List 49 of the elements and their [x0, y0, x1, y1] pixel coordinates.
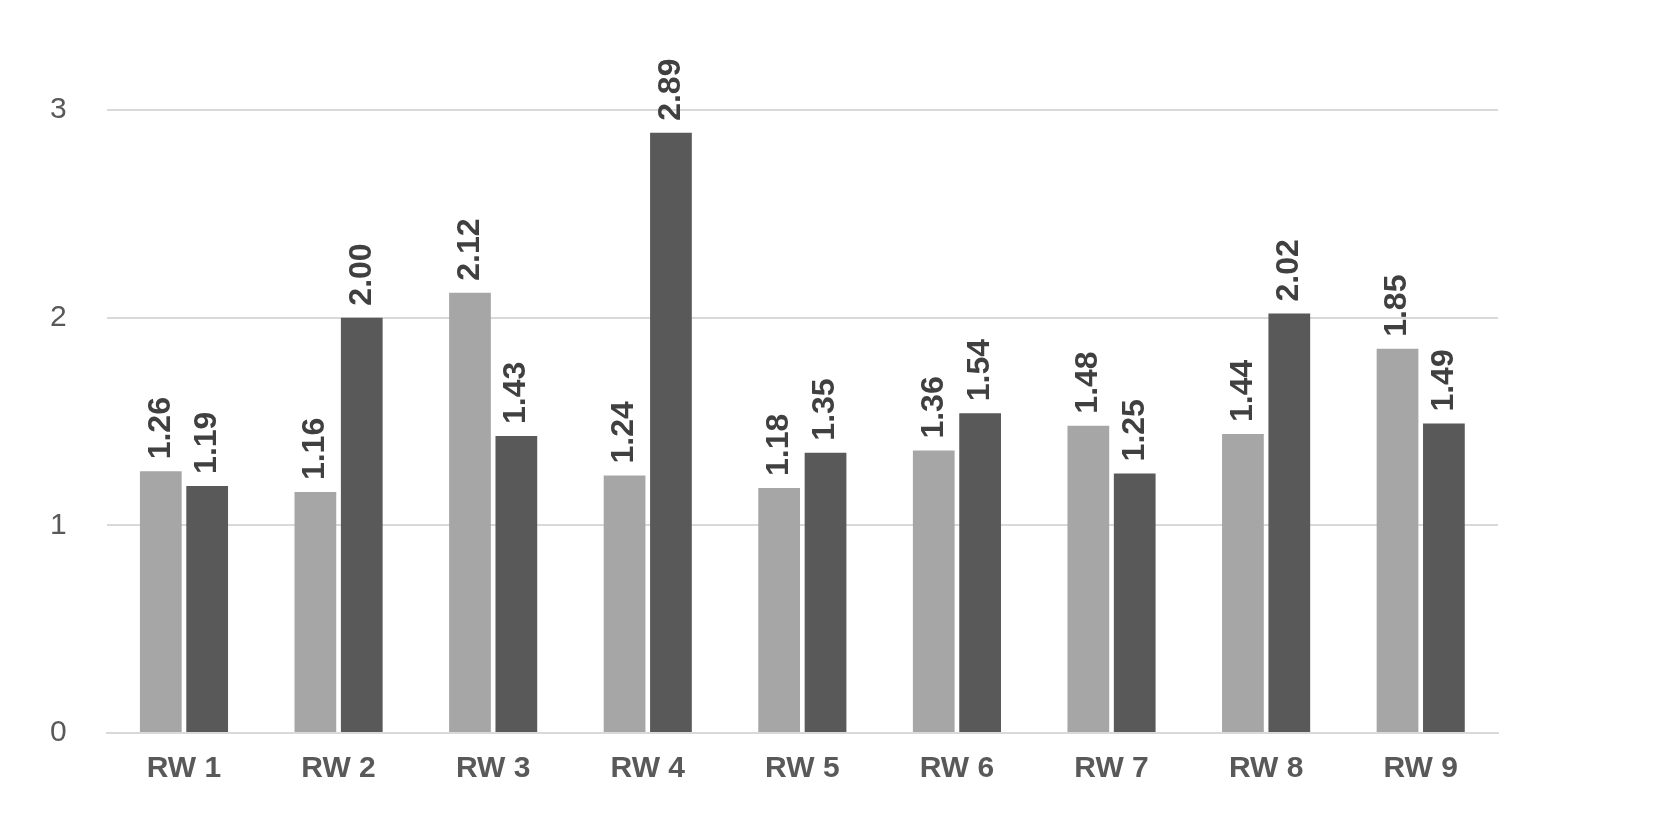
- bar: [804, 452, 847, 732]
- bar: [959, 413, 1001, 732]
- x-tick-label: RW 1: [146, 750, 222, 784]
- bar: [650, 132, 692, 732]
- data-label: 1.35: [805, 378, 842, 441]
- x-tick-label: RW 8: [1228, 750, 1304, 784]
- bar: [603, 475, 646, 732]
- data-label: 1.49: [1423, 349, 1460, 412]
- bar: [1376, 348, 1419, 732]
- data-label: 1.16: [295, 417, 332, 481]
- y-tick-label: 0: [50, 714, 67, 748]
- bar: [294, 492, 337, 732]
- data-label: 2.12: [449, 218, 486, 281]
- data-label: 1.44: [1222, 359, 1259, 422]
- bar: [1222, 433, 1264, 732]
- data-label: 1.26: [140, 397, 177, 460]
- data-label: 2.02: [1269, 239, 1306, 302]
- data-label: 1.48: [1068, 351, 1105, 414]
- data-label: 1.18: [758, 413, 795, 476]
- x-tick-label: RW 3: [455, 750, 531, 784]
- data-label: 1.36: [913, 376, 950, 439]
- data-label: 1.54: [959, 338, 996, 402]
- bar: [1067, 425, 1110, 732]
- bar: [186, 485, 229, 732]
- x-tick-label: RW 2: [301, 750, 376, 784]
- bar: [758, 487, 801, 732]
- data-label: 1.24: [604, 401, 641, 464]
- data-label: 1.25: [1114, 399, 1151, 462]
- x-tick-label: RW 5: [765, 750, 840, 784]
- bar: [139, 471, 182, 732]
- bar: [495, 436, 538, 732]
- x-tick-label: RW 4: [610, 750, 686, 784]
- bar: [340, 317, 383, 732]
- data-label: 1.19: [187, 411, 223, 474]
- data-label: 2.89: [650, 58, 687, 121]
- bar: [449, 292, 491, 732]
- x-tick-label: RW 6: [919, 750, 995, 784]
- x-tick-label: RW 7: [1074, 750, 1149, 784]
- bar: [1423, 423, 1465, 732]
- data-label: 1.43: [496, 361, 533, 425]
- bar: [1268, 313, 1311, 732]
- data-label: 2.00: [341, 243, 378, 306]
- bar: [912, 450, 955, 732]
- bar: [1113, 473, 1156, 732]
- data-label: 1.85: [1377, 274, 1414, 337]
- y-tick-label: 3: [50, 91, 67, 125]
- y-tick-label: 2: [50, 298, 67, 332]
- x-tick-label: RW 9: [1383, 750, 1458, 784]
- y-tick-label: 1: [50, 506, 67, 540]
